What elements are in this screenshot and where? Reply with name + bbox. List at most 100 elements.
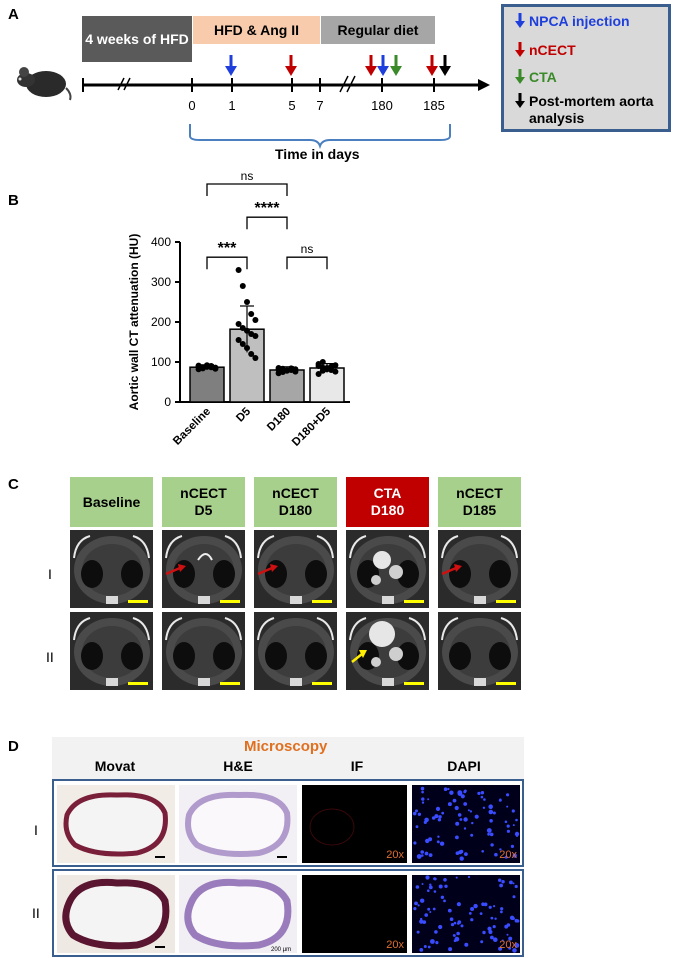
nucleus-dot: [448, 947, 453, 952]
y-tick-label: 0: [164, 395, 171, 409]
nucleus-dot: [467, 875, 471, 879]
nucleus-dot: [423, 945, 427, 948]
col-movat: Movat: [94, 758, 136, 774]
data-point: [319, 359, 326, 365]
data-point: [252, 333, 259, 339]
nucleus-dot: [455, 835, 459, 840]
nucleus-dot: [429, 883, 432, 886]
nucleus-dot: [428, 853, 433, 857]
nucleus-dot: [413, 841, 417, 845]
nucleus-dot: [499, 883, 503, 888]
nucleus-dot: [420, 786, 425, 791]
if-image-2: 20x: [302, 875, 407, 953]
nucleus-dot: [424, 851, 429, 856]
nucleus-dot: [498, 798, 502, 802]
nucleus-dot: [450, 923, 455, 927]
nucleus-dot: [512, 948, 517, 953]
nucleus-dot: [499, 848, 502, 851]
nucleus-dot: [456, 902, 461, 907]
nucleus-dot: [415, 885, 420, 889]
nucleus-dot: [473, 903, 478, 909]
legend-cta: CTA: [514, 69, 557, 85]
nucleus-dot: [423, 820, 427, 824]
nucleus-dot: [425, 838, 430, 844]
timeline-axis: [82, 55, 490, 150]
data-point: [244, 327, 250, 334]
data-point: [244, 299, 250, 305]
nucleus-dot: [480, 795, 484, 799]
nucleus-dot: [480, 940, 484, 944]
phase-hfd-ang: HFD & Ang II: [193, 16, 320, 44]
sig-bracket-d180-d180d5: [286, 256, 328, 270]
nucleus-dot: [463, 817, 468, 822]
nucleus-dot: [419, 919, 424, 924]
ct-image-r2-c3: [254, 612, 337, 690]
nucleus-dot: [489, 832, 494, 837]
nucleus-dot: [483, 798, 486, 801]
nucleus-dot: [420, 917, 423, 921]
ct-image-r1-c5: [438, 530, 521, 608]
nucleus-dot: [506, 805, 509, 808]
nucleus-dot: [512, 895, 516, 899]
nucleus-dot: [443, 787, 448, 791]
nucleus-dot: [486, 828, 492, 833]
nucleus-dot: [506, 793, 510, 797]
data-point: [239, 283, 246, 289]
nucleus-dot: [421, 790, 424, 794]
nucleus-dot: [431, 816, 436, 820]
data-point: [252, 317, 259, 323]
sig-bracket-baseline-d180-label: ns: [241, 169, 254, 183]
nucleus-dot: [435, 941, 439, 945]
nucleus-dot: [417, 812, 422, 816]
nucleus-dot: [474, 814, 479, 819]
nucleus-dot: [504, 855, 508, 859]
nucleus-dot: [471, 821, 474, 825]
x-tick-label: D180+D5: [290, 405, 333, 448]
nucleus-dot: [427, 945, 431, 949]
nucleus-dot: [464, 942, 469, 947]
nucleus-dot: [492, 925, 496, 929]
nucleus-dot: [514, 884, 518, 889]
data-point: [319, 364, 326, 371]
mouse-icon: [17, 67, 72, 101]
nucleus-dot: [464, 852, 468, 856]
he-image-2: 200 µm: [179, 875, 297, 953]
nucleus-dot: [482, 806, 486, 809]
nucleus-dot: [509, 880, 513, 885]
ct-image-r2-c4: [346, 612, 429, 690]
nucleus-dot: [417, 904, 420, 907]
data-point: [239, 341, 246, 347]
nucleus-dot: [490, 916, 494, 920]
dapi-image-1: 20x: [412, 785, 520, 863]
data-point: [248, 311, 255, 317]
nucleus-dot: [490, 843, 494, 847]
nucleus-dot: [512, 824, 515, 827]
nucleus-dot: [511, 917, 515, 920]
nucleus-dot: [468, 912, 472, 915]
col-he: H&E: [223, 758, 253, 774]
nucleus-dot: [504, 820, 508, 824]
tick-7: 7: [316, 98, 324, 113]
phase-regular-diet: Regular diet: [321, 16, 435, 44]
data-point: [315, 371, 322, 377]
nucleus-dot: [421, 883, 424, 885]
ct-image-r1-c4: [346, 530, 429, 608]
nucleus-dot: [429, 911, 432, 913]
nucleus-dot: [494, 852, 498, 857]
micro-row-2: 200 µm 20x 20x: [52, 869, 524, 957]
nucleus-dot: [479, 912, 483, 915]
ct-image-r2-c1: [70, 612, 153, 690]
nucleus-dot: [437, 818, 442, 822]
ct-header-1: Baseline: [70, 477, 153, 527]
ct-header-3: nCECT D180: [254, 477, 337, 527]
nucleus-dot: [435, 806, 441, 811]
col-if: IF: [350, 758, 364, 774]
nucleus-dot: [488, 804, 493, 809]
nucleus-dot: [463, 827, 467, 830]
tick-0: 0: [188, 98, 196, 113]
micro-row-1: 20x 20x: [52, 779, 524, 867]
data-point: [244, 345, 250, 351]
nucleus-dot: [457, 922, 460, 925]
legend-ncect: nCECT: [514, 42, 576, 58]
nucleus-dot: [433, 890, 437, 893]
